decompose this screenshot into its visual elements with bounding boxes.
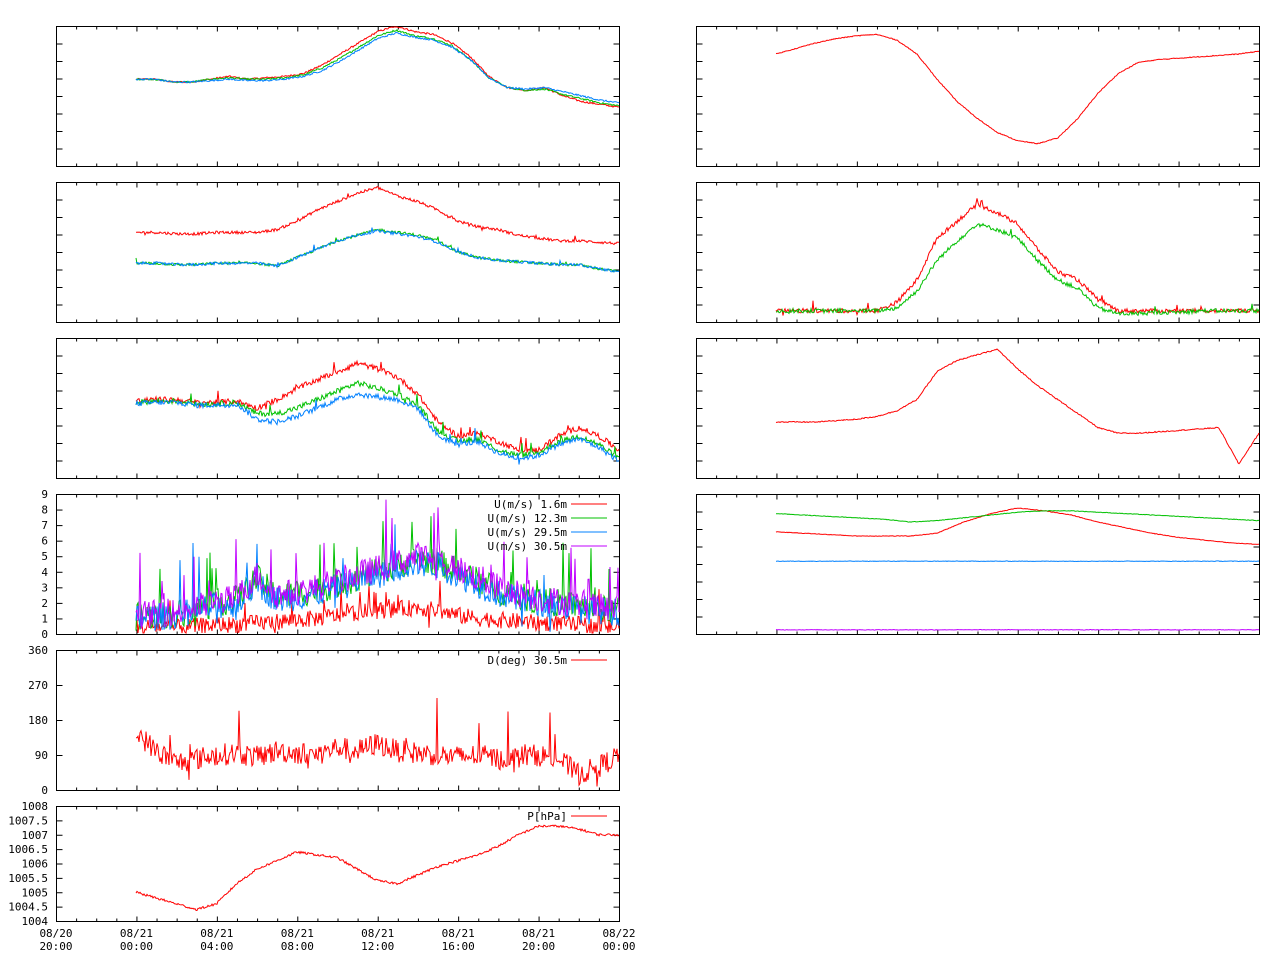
chart-panel-l2 [56, 182, 620, 323]
y-tick-label: 1004.5 [8, 901, 48, 914]
y-tick-label: 1005.5 [8, 872, 48, 885]
series-line-l1-2 [135, 31, 620, 104]
panel-l6-frame [56, 806, 620, 922]
x-tick-time: 20:00 [39, 940, 72, 953]
y-tick-label: 6 [41, 535, 48, 548]
series-line-l2-2 [135, 227, 620, 273]
y-tick-label: 1005 [22, 886, 49, 899]
series-line-l6-0 [135, 824, 620, 912]
y-tick-label: 3 [41, 581, 48, 594]
x-tick-time: 04:00 [200, 940, 233, 953]
series-line-r1-0 [775, 33, 1260, 145]
x-tick-date: 08/21 [120, 927, 153, 940]
chart-panel-r2 [696, 182, 1260, 323]
y-tick-label: 1008 [22, 800, 49, 813]
x-tick-date: 08/21 [281, 927, 314, 940]
series-line-l3-2 [135, 392, 620, 465]
y-tick-label: 4 [41, 566, 48, 579]
y-tick-label: 8 [41, 504, 48, 517]
legend-label: U(m/s) 1.6m [494, 498, 567, 511]
panel-l2-frame [56, 182, 620, 323]
series-line-r2-0 [775, 198, 1260, 317]
x-axis-labels: 08/2020:0008/2100:0008/2104:0008/2108:00… [39, 927, 635, 953]
series-line-l2-1 [135, 228, 620, 273]
chart-panel-l5: 0 90 180 270 360 D(deg) 30.5m [28, 644, 620, 797]
y-tick-label: 1006 [22, 858, 49, 871]
chart-panel-r3 [696, 338, 1260, 479]
x-tick-date: 08/21 [361, 927, 394, 940]
series-line-r4-0 [775, 507, 1259, 545]
y-tick-label: 90 [35, 749, 48, 762]
legend-label: U(m/s) 12.3m [488, 512, 568, 525]
chart-panel-l1 [56, 26, 620, 167]
series-line-l4-3 [135, 499, 620, 629]
legend-label: U(m/s) 30.5m [488, 540, 568, 553]
panel-r1-frame [696, 26, 1260, 167]
series-line-r4-3 [775, 628, 1260, 631]
legend-label: P[hPa] [527, 810, 567, 823]
x-tick-date: 08/22 [602, 927, 635, 940]
series-line-r3-0 [775, 348, 1260, 465]
series-line-l5-0 [136, 697, 620, 787]
series-line-l3-1 [135, 379, 619, 459]
y-tick-label: 0 [41, 784, 48, 797]
x-tick-time: 16:00 [442, 940, 475, 953]
series-line-r2-1 [775, 222, 1260, 317]
series-line-r4-1 [775, 509, 1260, 523]
y-tick-label: 1 [41, 612, 48, 625]
chart-panel-l3 [56, 338, 620, 479]
series-line-l1-1 [135, 28, 620, 107]
y-tick-label: 5 [41, 550, 48, 563]
y-tick-label: 1004 [22, 915, 49, 928]
series-line-l3-0 [135, 359, 620, 453]
y-tick-label: 1007.5 [8, 814, 48, 827]
x-tick-date: 08/21 [522, 927, 555, 940]
y-tick-label: 9 [41, 488, 48, 501]
chart-panel-r4 [696, 494, 1260, 635]
panel-l1-frame [56, 26, 620, 167]
series-line-r4-2 [776, 560, 1260, 563]
y-tick-label: 1006.5 [8, 843, 48, 856]
chart-panel-r1 [696, 26, 1260, 167]
panel-r3-frame [696, 338, 1260, 479]
y-tick-label: 180 [28, 714, 48, 727]
y-tick-label: 7 [41, 519, 48, 532]
legend-label: U(m/s) 29.5m [488, 526, 568, 539]
x-tick-time: 00:00 [120, 940, 153, 953]
y-tick-label: 1007 [22, 829, 49, 842]
y-tick-label: 360 [28, 644, 48, 657]
x-tick-time: 08:00 [281, 940, 314, 953]
legend-label: D(deg) 30.5m [488, 654, 568, 667]
x-tick-time: 12:00 [361, 940, 394, 953]
x-tick-time: 20:00 [522, 940, 555, 953]
panel-l5-frame [56, 650, 620, 791]
y-tick-label: 0 [41, 628, 48, 641]
y-tick-label: 2 [41, 597, 48, 610]
x-tick-date: 08/21 [200, 927, 233, 940]
series-line-l2-0 [135, 186, 620, 246]
x-tick-date: 08/20 [39, 927, 72, 940]
x-tick-date: 08/21 [442, 927, 475, 940]
y-tick-label: 270 [28, 679, 48, 692]
panel-l3-frame [56, 338, 620, 479]
x-tick-time: 00:00 [602, 940, 635, 953]
panel-r4-frame [696, 494, 1260, 635]
